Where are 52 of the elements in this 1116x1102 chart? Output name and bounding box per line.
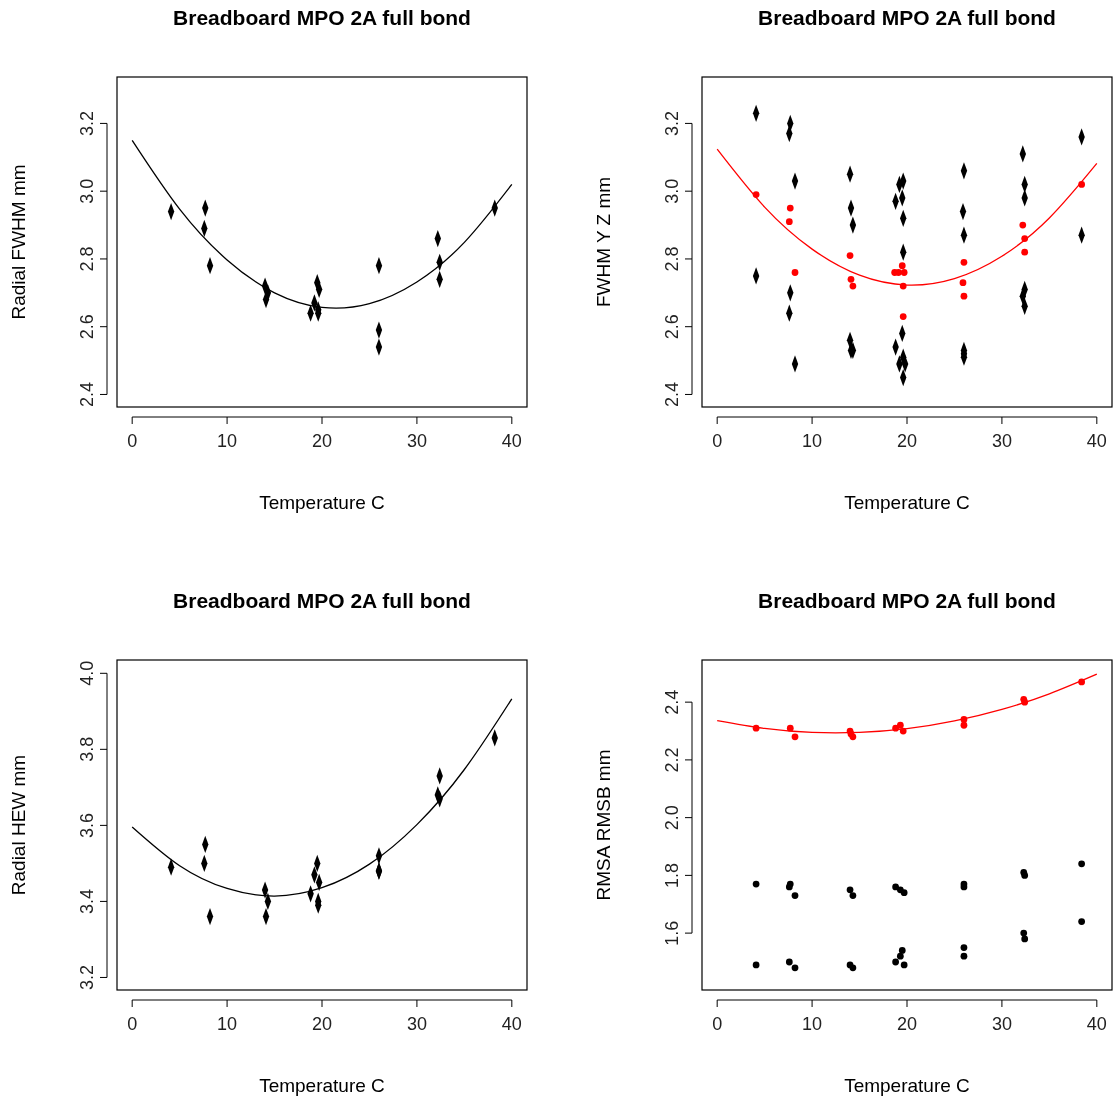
y-tick-label: 3.0 bbox=[77, 178, 97, 204]
y-tick-label: 2.4 bbox=[662, 381, 682, 407]
y-tick-label: 1.8 bbox=[662, 862, 682, 888]
x-tick-label: 20 bbox=[896, 431, 918, 451]
y-tick-label: 3.2 bbox=[77, 964, 97, 990]
y-tick-label: 3.2 bbox=[77, 110, 97, 136]
y-tick-label: 3.2 bbox=[662, 110, 682, 136]
x-tick-label: 20 bbox=[896, 1014, 918, 1034]
x-tick-label: 40 bbox=[1086, 431, 1107, 451]
chart-title: Breadboard MPO 2A full bond bbox=[173, 589, 471, 612]
x-tick-label: 10 bbox=[802, 431, 823, 451]
x-tick-label: 10 bbox=[217, 431, 238, 451]
y-tick-label: 3.0 bbox=[662, 178, 682, 204]
y-tick-label: 3.6 bbox=[77, 812, 97, 838]
x-axis-title: Temperature C bbox=[844, 1075, 970, 1096]
y-tick-label: 2.4 bbox=[662, 689, 682, 715]
chart-title: Breadboard MPO 2A full bond bbox=[758, 589, 1056, 612]
x-tick-label: 30 bbox=[406, 1014, 427, 1034]
y-axis-title: RMSA RMSB mm bbox=[593, 749, 614, 901]
x-tick-label: 40 bbox=[1086, 1014, 1107, 1034]
x-tick-label: 40 bbox=[501, 431, 522, 451]
x-tick-label: 30 bbox=[991, 1014, 1012, 1034]
x-axis-title: Temperature C bbox=[259, 492, 385, 513]
x-tick-label: 0 bbox=[712, 1014, 723, 1034]
x-axis-title: Temperature C bbox=[259, 1075, 385, 1096]
y-axis-title: FWHM Y Z mm bbox=[593, 176, 614, 308]
x-tick-label: 10 bbox=[217, 1014, 238, 1034]
y-tick-label: 1.6 bbox=[662, 920, 682, 946]
x-tick-label: 0 bbox=[127, 1014, 138, 1034]
x-tick-label: 20 bbox=[311, 431, 333, 451]
x-tick-label: 0 bbox=[712, 431, 723, 451]
x-tick-label: 30 bbox=[406, 431, 427, 451]
y-tick-label: 3.4 bbox=[77, 888, 97, 914]
y-tick-label: 2.8 bbox=[662, 246, 682, 272]
x-tick-label: 40 bbox=[501, 1014, 522, 1034]
x-tick-label: 20 bbox=[311, 1014, 333, 1034]
chart-title: Breadboard MPO 2A full bond bbox=[173, 6, 471, 29]
y-tick-label: 2.0 bbox=[662, 805, 682, 831]
y-tick-label: 3.8 bbox=[77, 736, 97, 762]
y-tick-label: 2.6 bbox=[77, 314, 97, 340]
y-tick-label: 2.4 bbox=[77, 381, 97, 407]
x-tick-label: 0 bbox=[127, 431, 138, 451]
y-axis-title: Radial HEW mm bbox=[8, 754, 29, 896]
y-axis-title: Radial FWHM mm bbox=[8, 164, 29, 320]
y-tick-label: 2.6 bbox=[662, 314, 682, 340]
x-axis-title: Temperature C bbox=[844, 492, 970, 513]
y-tick-label: 2.8 bbox=[77, 246, 97, 272]
chart-title: Breadboard MPO 2A full bond bbox=[758, 6, 1056, 29]
y-tick-label: 2.2 bbox=[662, 747, 682, 773]
y-tick-label: 4.0 bbox=[77, 660, 97, 686]
x-tick-label: 10 bbox=[802, 1014, 823, 1034]
x-tick-label: 30 bbox=[991, 431, 1012, 451]
